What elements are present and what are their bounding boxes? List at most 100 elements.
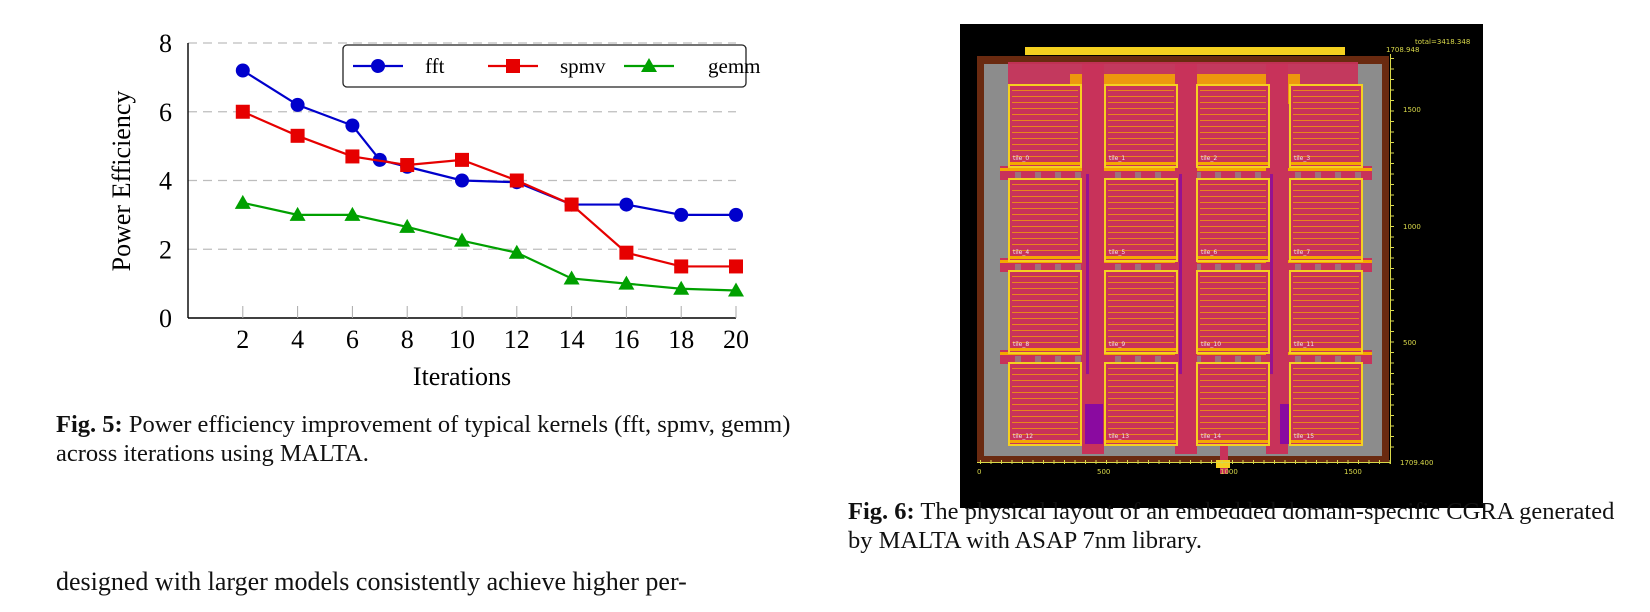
legend-marker-square-icon	[506, 59, 520, 73]
tile-row	[1012, 416, 1078, 417]
bottom-right-label: 1709.400	[1400, 459, 1433, 467]
tile-row	[1012, 196, 1078, 197]
fft-point	[455, 173, 469, 188]
tile-row	[1012, 226, 1078, 227]
tile-row	[1108, 250, 1174, 251]
tile-footer	[1198, 162, 1268, 165]
x-axis-label: Iterations	[413, 362, 511, 391]
tile-row	[1108, 108, 1174, 109]
tile-row	[1012, 238, 1078, 239]
layout-shapes	[977, 47, 1394, 474]
tile-row	[1108, 156, 1174, 157]
scale-tick	[1390, 310, 1394, 311]
tile-row	[1012, 282, 1078, 283]
channel-gap	[1355, 172, 1361, 180]
tile-row	[1012, 214, 1078, 215]
power-efficiency-chart: 2 4 6 8 10 12 14 16 18 20 0 2 4 6 8 Iterations Power …	[107, 29, 761, 391]
tile-row	[1108, 428, 1174, 429]
tile-row	[1108, 288, 1174, 289]
scale-tick	[1390, 68, 1394, 70]
scale-tick	[1390, 194, 1394, 196]
scale-tick	[1390, 89, 1394, 91]
gemm-line	[242, 201, 737, 292]
tile-row	[1293, 132, 1359, 133]
tile-row	[1012, 250, 1078, 251]
tile-label: tile_2	[1201, 155, 1217, 162]
tile-row	[1012, 422, 1078, 423]
tile-row	[1293, 120, 1359, 121]
tile-row	[1108, 90, 1174, 91]
scale-tick	[1390, 163, 1394, 164]
total-label: total=3418.348	[1415, 38, 1470, 46]
scale-tick	[1390, 142, 1394, 143]
channel-gap	[1195, 356, 1201, 364]
tile-row	[1108, 380, 1174, 381]
tile-row	[1108, 114, 1174, 115]
channel-gap	[1295, 356, 1301, 364]
channel-gap	[1255, 264, 1261, 272]
tile-row	[1293, 244, 1359, 245]
tile-footer	[1291, 256, 1361, 259]
tile-row	[1108, 374, 1174, 375]
x-tick-label: 4	[291, 325, 304, 354]
tile-row	[1108, 96, 1174, 97]
spmv-point	[564, 197, 579, 212]
channel-gap	[1035, 172, 1041, 180]
tile-row	[1012, 184, 1078, 185]
tile-row	[1293, 434, 1359, 435]
tile-label: tile_14	[1201, 433, 1221, 440]
channel-gap	[1355, 356, 1361, 364]
tile-row	[1200, 282, 1266, 283]
tile-row	[1012, 368, 1078, 369]
tile-row	[1012, 244, 1078, 245]
spmv-point	[674, 259, 689, 274]
tile-row	[1108, 144, 1174, 145]
tile-row	[1200, 368, 1266, 369]
channel-gap	[1055, 264, 1061, 272]
tile-label: tile_4	[1013, 249, 1029, 256]
x-tick-label: 10	[449, 325, 475, 354]
top-right-label: 1708.948	[1386, 46, 1419, 54]
tile-row	[1108, 386, 1174, 387]
v-channel	[1175, 64, 1197, 454]
tile-row	[1108, 434, 1174, 435]
chip-layout-image: total=3418.348 1708.948 1709.400 1500 10…	[960, 24, 1483, 508]
scale-tick	[1390, 341, 1394, 343]
scale-tick	[1390, 100, 1394, 101]
x-scale-label-1500: 1500	[1344, 468, 1362, 476]
tile-row	[1012, 428, 1078, 429]
tile-row	[1200, 184, 1266, 185]
tile-row	[1108, 126, 1174, 127]
scale-tick	[1390, 173, 1394, 175]
tile-row	[1200, 102, 1266, 103]
legend-label: spmv	[560, 54, 606, 78]
v-channel-via	[1270, 174, 1273, 374]
fft-point	[729, 207, 743, 222]
tile-row	[1200, 238, 1266, 239]
figure-6-label: Fig. 6:	[848, 498, 915, 525]
tile-row	[1293, 416, 1359, 417]
tile-row	[1012, 232, 1078, 233]
legend-label: fft	[425, 54, 445, 78]
channel-gap	[1075, 264, 1081, 272]
figure-6-text: The physical layout of an embedded domai…	[848, 498, 1615, 554]
tile-row	[1012, 190, 1078, 191]
tile-row	[1293, 282, 1359, 283]
tile-row	[1012, 288, 1078, 289]
tile-row	[1293, 306, 1359, 307]
tile-row	[1293, 202, 1359, 203]
scale-tick	[1390, 58, 1394, 59]
gemm-point	[673, 280, 690, 295]
tile-label: tile_7	[1294, 249, 1310, 256]
tile-row	[1200, 374, 1266, 375]
scale-tick	[1390, 131, 1394, 133]
tile-row	[1200, 144, 1266, 145]
tile-row	[1293, 312, 1359, 313]
legend-marker-circle-icon	[371, 59, 385, 73]
tile-row	[1200, 294, 1266, 295]
tile-row	[1012, 336, 1078, 337]
tile-row	[1108, 398, 1174, 399]
gemm-point	[508, 244, 525, 259]
scale-tick	[1390, 184, 1394, 185]
tile-label: tile_5	[1109, 249, 1125, 256]
